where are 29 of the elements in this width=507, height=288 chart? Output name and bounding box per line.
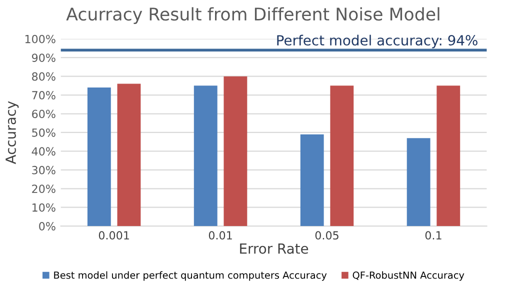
legend-label: QF-RobustNN Accuracy <box>352 271 464 281</box>
y-tick-label: 20% <box>32 184 56 194</box>
bar <box>330 86 354 226</box>
y-tick-label: 90% <box>32 54 56 62</box>
y-tick-label: 100% <box>25 34 56 44</box>
y-tick-label: 60% <box>32 110 56 118</box>
bar <box>87 88 111 226</box>
y-axis-title: Accuracy <box>6 101 19 164</box>
y-tick-label: 0% <box>39 222 56 230</box>
x-tick-label: 0.1 <box>425 231 442 240</box>
bar <box>300 134 324 226</box>
legend-label: Best model under perfect quantum computers Accuracy <box>54 271 327 281</box>
bar <box>224 76 248 226</box>
bar <box>436 86 460 226</box>
ref-line-label: Perfect model accuracy: 94% <box>277 34 478 48</box>
y-tick-label: 70% <box>32 91 56 100</box>
y-tick-label: 40% <box>32 147 56 156</box>
x-axis-title: Error Rate <box>240 244 308 254</box>
y-tick-label: 10% <box>32 203 56 212</box>
x-tick-label: 0.01 <box>208 231 232 240</box>
x-tick-label: 0.05 <box>315 231 338 240</box>
bar <box>117 84 141 226</box>
y-tick-label: 50% <box>32 128 56 137</box>
y-tick-label: 80% <box>32 72 56 81</box>
chart-title: Acurracy Result from Different Noise Model <box>66 7 440 24</box>
x-tick-label: 0.001 <box>98 231 129 240</box>
y-tick-label: 30% <box>32 166 56 174</box>
bar <box>406 138 430 226</box>
bar <box>194 86 218 226</box>
